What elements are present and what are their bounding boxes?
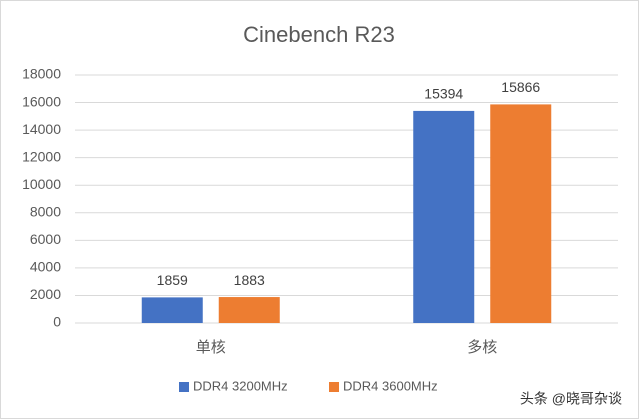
legend-label: DDR4 3200MHz — [193, 378, 288, 393]
y-tick-label: 2000 — [30, 286, 61, 302]
data-label: 15394 — [424, 86, 463, 102]
y-tick-label: 16000 — [22, 93, 61, 109]
y-tick-label: 14000 — [22, 121, 61, 137]
x-tick-label: 多核 — [467, 339, 497, 356]
y-tick-label: 0 — [53, 314, 61, 330]
bar — [413, 110, 475, 323]
y-tick-label: 4000 — [30, 259, 61, 275]
data-label: 1883 — [234, 272, 265, 288]
y-tick-label: 8000 — [30, 203, 61, 219]
y-tick-label: 6000 — [30, 231, 61, 247]
chart-title: Cinebench R23 — [243, 22, 395, 47]
watermark: 头条 @晓哥杂谈 — [520, 391, 622, 407]
legend-label: DDR4 3600MHz — [343, 378, 438, 393]
y-tick-label: 18000 — [22, 66, 61, 82]
y-tick-label: 10000 — [22, 176, 61, 192]
bar — [141, 297, 203, 323]
data-label: 15866 — [501, 79, 540, 95]
bar — [490, 104, 552, 323]
legend-swatch — [329, 382, 339, 392]
legend-swatch — [179, 382, 189, 392]
x-tick-label: 单核 — [196, 339, 226, 356]
bar — [218, 297, 280, 323]
y-tick-label: 12000 — [22, 148, 61, 164]
data-label: 1859 — [157, 272, 188, 288]
